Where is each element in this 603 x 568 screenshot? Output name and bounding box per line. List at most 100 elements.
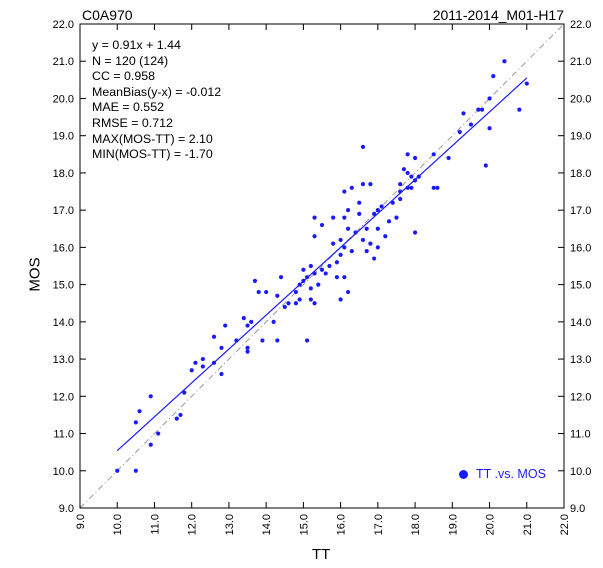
data-point [375,208,380,213]
data-point [342,275,347,280]
data-point [308,286,313,291]
data-point [372,256,377,261]
data-point [331,215,336,220]
data-point [260,338,265,343]
data-point [312,234,317,239]
data-point [405,170,410,176]
data-point [345,289,351,295]
one-to-one-line [79,23,565,509]
data-point [178,412,183,418]
chart-title-right: 2011-2014_M01-H17 [432,7,564,23]
data-point [249,319,254,324]
y-tick-label-left: 9.0 [59,503,74,515]
x-tick-label: 9.0 [75,514,87,529]
ticks-group: 9.0 10.0 11.0 12.0 13.0 14.0 15.0 16.0 17.0 18.0 1… [53,19,592,535]
regression-line [116,77,528,452]
data-point [405,185,410,190]
data-point [278,275,284,280]
stats-box: y = 0.91x + 1.44 N = 120 (124) CC = 0.95… [92,38,221,163]
data-point [286,301,291,306]
data-point [446,155,451,161]
data-point [305,338,310,343]
data-point [200,356,205,362]
data-point [345,226,351,231]
data-point [375,245,380,250]
data-point [211,334,217,339]
data-point [305,275,310,280]
stat-cc: CC = 0.958 [92,69,156,84]
data-point [137,409,142,414]
data-point [133,420,138,425]
y-tick-label-left: 11.0 [53,429,74,441]
stat-meanbias: MeanBias(y-x) = -0.012 [92,84,222,99]
stat-regression: y = 0.91x + 1.44 [92,38,181,52]
stat-mae: MAE = 0.552 [92,100,164,115]
data-point [275,338,280,343]
data-point [357,211,362,216]
data-point [405,152,410,157]
y-tick-label-right: 15.0 [570,280,591,292]
data-point [338,237,343,243]
data-point [323,271,328,276]
data-point [401,167,407,172]
data-point [182,390,187,395]
x-tick-label: 21.0 [522,514,534,535]
data-point [308,263,313,269]
y-tick-label-left: 19.0 [53,131,74,143]
legend-marker-icon [459,469,468,479]
data-point [483,163,488,168]
lines-group [79,23,565,509]
data-point [412,178,418,183]
y-tick-label-left: 17.0 [53,205,74,217]
data-point [386,219,392,224]
data-point [394,215,399,220]
data-point [308,297,313,302]
points-group [115,59,529,473]
plot-frame-group [79,23,565,509]
data-point [409,185,414,190]
x-tick-label: 16.0 [336,514,348,535]
y-tick-label-left: 13.0 [53,354,74,366]
data-point [115,468,120,473]
y-tick-label-left: 21.0 [53,56,74,68]
data-point [360,237,366,243]
y-tick-label-right: 9.0 [570,503,585,515]
x-tick-label: 13.0 [224,514,236,535]
y-tick-label-left: 14.0 [53,317,74,329]
y-tick-label-left: 22.0 [53,19,74,31]
data-point [312,271,317,276]
data-point [491,74,496,79]
data-point [133,468,138,473]
data-point [368,181,373,187]
data-point [457,129,462,135]
data-point [416,174,421,179]
y-tick-label-left: 15.0 [53,280,74,292]
data-point [360,181,366,187]
data-point [409,174,414,179]
data-point [189,368,194,373]
data-point [342,215,347,220]
data-point [360,144,366,149]
data-point [502,59,507,64]
data-point [383,234,388,239]
chart-title-left: C0A970 [82,7,133,23]
data-point [338,252,343,257]
data-point [398,196,403,202]
data-point [517,107,522,112]
data-point [479,107,485,112]
stat-count: N = 120 (124) [92,53,169,68]
data-point [334,260,339,265]
data-point [375,226,380,231]
data-point [342,189,347,194]
data-point [275,293,280,298]
data-point [234,338,239,343]
data-point [245,323,250,328]
data-point [301,278,306,283]
data-point [524,81,529,86]
data-point [412,230,418,235]
data-point [174,416,179,421]
data-point [293,301,299,306]
stat-max: MAX(MOS-TT) = 2.10 [92,131,213,146]
data-point [319,222,325,228]
x-tick-label: 12.0 [187,514,199,535]
